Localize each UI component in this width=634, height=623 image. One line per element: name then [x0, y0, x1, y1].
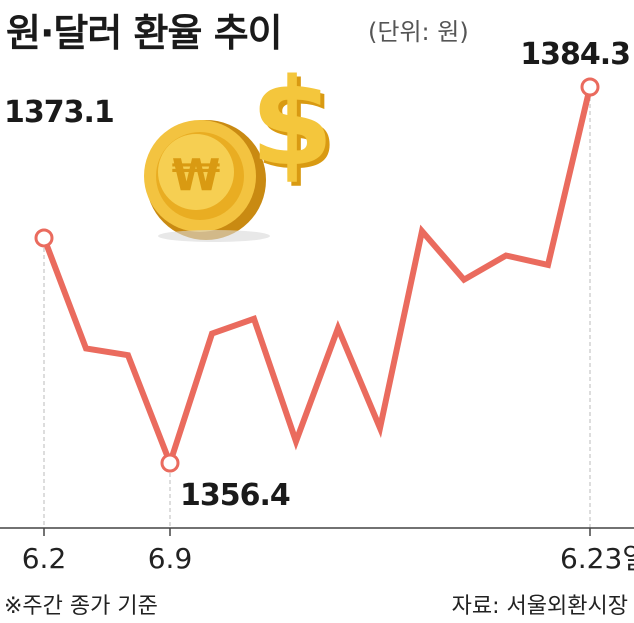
data-point-marker	[160, 453, 180, 473]
footnote: ※주간 종가 기준	[4, 594, 158, 619]
svg-text:$: $	[250, 54, 334, 193]
won-coin-icon: ₩	[144, 120, 270, 242]
svg-text:$: $	[254, 58, 338, 197]
x-tick-label: 6.23일	[560, 542, 634, 575]
dollar-sign-icon: $ $	[250, 54, 338, 197]
data-point-marker	[34, 228, 54, 248]
x-tick-label: 6.9	[148, 542, 193, 575]
unit-label: (단위: 원)	[368, 18, 469, 46]
series-line	[41, 84, 593, 472]
data-point-marker	[580, 77, 600, 97]
data-label: 1384.3	[520, 37, 630, 72]
chart-title: 원·달러 환율 추이	[6, 11, 283, 55]
data-label: 1373.1	[4, 95, 114, 130]
svg-text:₩: ₩	[172, 150, 221, 201]
source-note: 자료: 서울외환시장	[451, 594, 628, 619]
x-tick-label: 6.2	[22, 542, 67, 575]
data-label: 1356.4	[180, 478, 290, 513]
